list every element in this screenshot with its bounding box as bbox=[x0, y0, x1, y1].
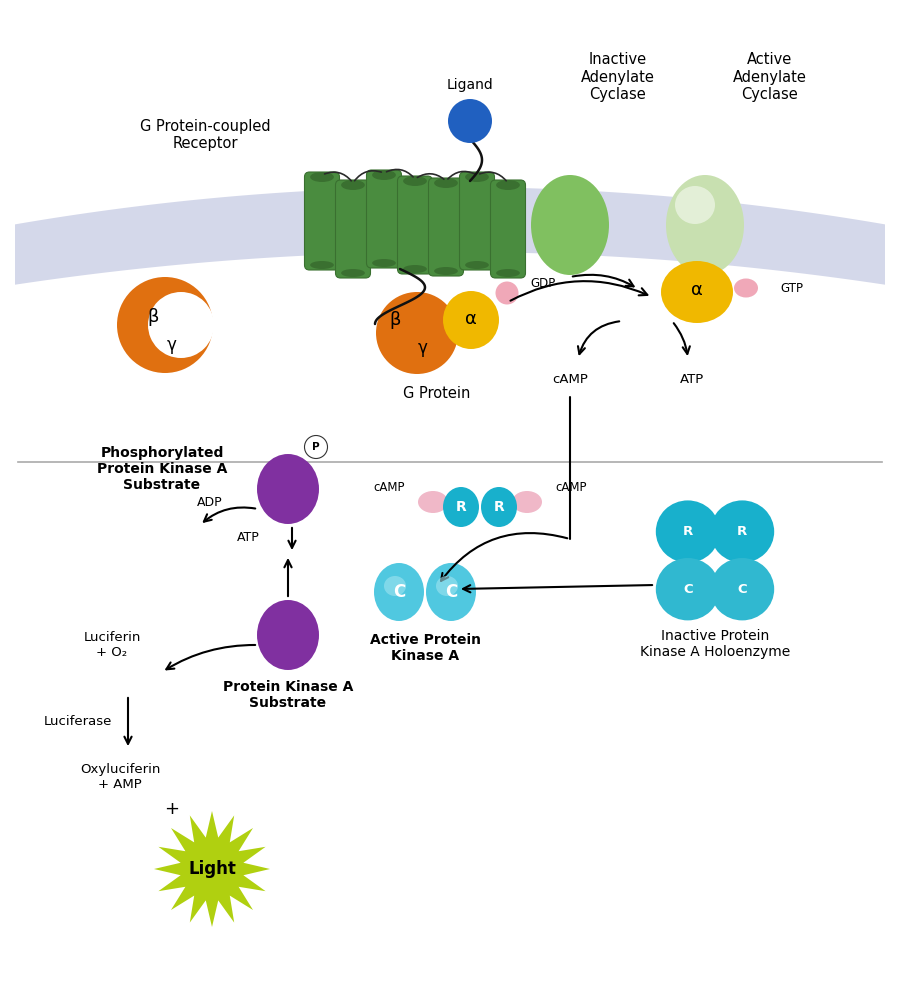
Text: γ: γ bbox=[167, 336, 177, 354]
Ellipse shape bbox=[426, 563, 476, 621]
Text: β: β bbox=[390, 311, 400, 329]
Circle shape bbox=[448, 99, 492, 143]
Ellipse shape bbox=[512, 491, 542, 513]
FancyBboxPatch shape bbox=[366, 170, 401, 268]
Text: P: P bbox=[312, 442, 319, 452]
Ellipse shape bbox=[443, 487, 479, 527]
Ellipse shape bbox=[434, 178, 458, 188]
Ellipse shape bbox=[661, 261, 733, 323]
FancyBboxPatch shape bbox=[428, 178, 464, 276]
Text: R: R bbox=[683, 525, 693, 538]
Text: GDP: GDP bbox=[530, 276, 555, 289]
Ellipse shape bbox=[436, 576, 458, 596]
Text: G Protein: G Protein bbox=[403, 386, 471, 401]
Text: +: + bbox=[165, 800, 179, 818]
Text: Light: Light bbox=[188, 860, 236, 878]
Ellipse shape bbox=[403, 265, 427, 273]
Text: Active
Adenylate
Cyclase: Active Adenylate Cyclase bbox=[734, 52, 807, 102]
Text: cAMP: cAMP bbox=[552, 373, 588, 386]
Text: ADP: ADP bbox=[197, 496, 223, 508]
Text: GTP: GTP bbox=[780, 281, 803, 294]
Text: Luciferase: Luciferase bbox=[44, 715, 112, 728]
Ellipse shape bbox=[403, 176, 427, 186]
Ellipse shape bbox=[310, 172, 334, 182]
Text: α: α bbox=[465, 310, 477, 328]
FancyBboxPatch shape bbox=[460, 172, 494, 270]
Ellipse shape bbox=[376, 292, 458, 374]
FancyBboxPatch shape bbox=[491, 180, 526, 278]
Text: Oxyluciferin
+ AMP: Oxyluciferin + AMP bbox=[80, 763, 160, 791]
Ellipse shape bbox=[434, 267, 458, 275]
Ellipse shape bbox=[341, 180, 365, 190]
Ellipse shape bbox=[496, 269, 520, 277]
Polygon shape bbox=[154, 811, 270, 927]
Text: Inactive
Adenylate
Cyclase: Inactive Adenylate Cyclase bbox=[581, 52, 655, 102]
Ellipse shape bbox=[465, 172, 489, 182]
Text: Luciferin
+ O₂: Luciferin + O₂ bbox=[84, 631, 140, 659]
Ellipse shape bbox=[710, 558, 774, 620]
Text: Active Protein
Kinase A: Active Protein Kinase A bbox=[370, 633, 481, 663]
Text: ATP: ATP bbox=[237, 530, 259, 543]
Ellipse shape bbox=[341, 269, 365, 277]
Text: cAMP: cAMP bbox=[555, 481, 587, 494]
Polygon shape bbox=[15, 187, 885, 285]
Ellipse shape bbox=[257, 600, 319, 670]
FancyBboxPatch shape bbox=[304, 172, 339, 270]
Ellipse shape bbox=[734, 278, 758, 297]
Text: β: β bbox=[148, 308, 158, 326]
Ellipse shape bbox=[465, 261, 489, 269]
Circle shape bbox=[304, 436, 328, 459]
Text: Ligand: Ligand bbox=[446, 78, 493, 92]
FancyBboxPatch shape bbox=[398, 176, 433, 274]
Ellipse shape bbox=[656, 500, 720, 562]
Text: C: C bbox=[393, 583, 405, 601]
Ellipse shape bbox=[710, 500, 774, 562]
Text: Inactive Protein
Kinase A Holoenzyme: Inactive Protein Kinase A Holoenzyme bbox=[640, 629, 790, 659]
Ellipse shape bbox=[372, 170, 396, 180]
Text: ATP: ATP bbox=[680, 373, 704, 386]
Text: G Protein-coupled
Receptor: G Protein-coupled Receptor bbox=[140, 119, 270, 152]
Ellipse shape bbox=[531, 175, 609, 275]
Text: C: C bbox=[445, 583, 457, 601]
Text: Protein Kinase A
Substrate: Protein Kinase A Substrate bbox=[223, 680, 353, 710]
Text: Phosphorylated
Protein Kinase A
Substrate: Phosphorylated Protein Kinase A Substrat… bbox=[97, 446, 227, 493]
Ellipse shape bbox=[257, 454, 319, 524]
Text: R: R bbox=[737, 525, 747, 538]
Text: α: α bbox=[691, 281, 703, 299]
Wedge shape bbox=[148, 292, 214, 358]
Text: C: C bbox=[737, 582, 747, 595]
Ellipse shape bbox=[496, 180, 520, 190]
Text: C: C bbox=[683, 582, 693, 595]
Ellipse shape bbox=[418, 491, 448, 513]
Circle shape bbox=[496, 281, 518, 304]
Ellipse shape bbox=[443, 291, 499, 349]
Ellipse shape bbox=[656, 558, 720, 620]
Text: R: R bbox=[493, 500, 504, 514]
Ellipse shape bbox=[374, 563, 424, 621]
Ellipse shape bbox=[481, 487, 517, 527]
Wedge shape bbox=[117, 277, 213, 373]
Text: γ: γ bbox=[418, 339, 427, 357]
Ellipse shape bbox=[384, 576, 406, 596]
Text: R: R bbox=[455, 500, 466, 514]
Ellipse shape bbox=[372, 259, 396, 267]
Ellipse shape bbox=[310, 261, 334, 269]
Ellipse shape bbox=[666, 175, 744, 275]
FancyBboxPatch shape bbox=[336, 180, 371, 278]
Text: cAMP: cAMP bbox=[374, 481, 405, 494]
Ellipse shape bbox=[675, 186, 715, 224]
